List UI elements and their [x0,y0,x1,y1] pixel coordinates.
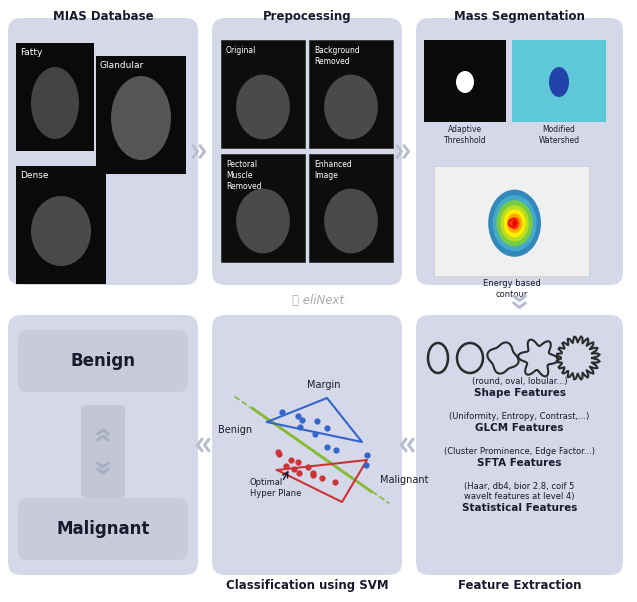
Text: Original: Original [226,46,256,55]
Text: Fatty: Fatty [20,48,43,57]
Ellipse shape [236,188,290,253]
Text: Malignant: Malignant [56,520,150,538]
Text: Benign: Benign [71,352,136,370]
Text: GLCM Features: GLCM Features [475,423,564,433]
Ellipse shape [236,75,290,139]
Text: MIAS Database: MIAS Database [53,10,154,23]
Text: (Uniformity, Entropy, Contrast,...): (Uniformity, Entropy, Contrast,...) [449,412,590,421]
Text: Modified
Watershed: Modified Watershed [538,125,580,145]
Ellipse shape [488,190,541,257]
Bar [309,154,393,262]
Ellipse shape [31,196,91,266]
Text: (round, oval, lobular...): (round, oval, lobular...) [471,377,568,386]
Bar [96,56,186,174]
Text: Adaptive
Threshhold: Adaptive Threshhold [443,125,487,145]
Bar [512,40,606,122]
Ellipse shape [111,76,171,160]
Ellipse shape [492,195,536,251]
Bar [424,40,506,122]
Text: Statistical Features: Statistical Features [462,503,577,513]
Ellipse shape [549,67,569,97]
Bar [434,166,589,276]
Text: Malignant: Malignant [380,475,429,485]
Text: Shape Features: Shape Features [473,388,566,398]
Text: Benign: Benign [218,425,252,435]
Bar [309,40,393,148]
Bar [16,43,94,151]
FancyBboxPatch shape [416,315,623,575]
Ellipse shape [324,75,378,139]
Text: Pectoral
Muscle
Removed: Pectoral Muscle Removed [226,160,262,191]
Ellipse shape [500,205,529,241]
Text: SFTA Features: SFTA Features [477,458,562,468]
Text: Feature Extraction: Feature Extraction [458,579,581,592]
FancyBboxPatch shape [18,498,188,560]
FancyBboxPatch shape [8,18,198,285]
FancyBboxPatch shape [18,330,188,392]
Bar [512,40,606,122]
Ellipse shape [456,71,474,93]
Text: Classification using SVM: Classification using SVM [225,579,389,592]
Ellipse shape [496,200,533,246]
Text: ⫝ eliNext: ⫝ eliNext [292,294,344,306]
Text: Optimal
Hyper Plane: Optimal Hyper Plane [250,478,301,498]
Ellipse shape [510,217,520,229]
Text: Prepocessing: Prepocessing [262,10,352,23]
Ellipse shape [504,209,526,237]
Text: Enhanced
Image: Enhanced Image [314,160,352,180]
Text: Margin: Margin [307,380,341,390]
Bar [221,154,305,262]
Ellipse shape [324,188,378,253]
FancyBboxPatch shape [212,315,402,575]
Text: Energy based
contour: Energy based contour [483,279,540,299]
Ellipse shape [512,220,517,226]
Text: Mass Segmentation: Mass Segmentation [454,10,585,23]
FancyBboxPatch shape [212,18,402,285]
Ellipse shape [507,213,522,233]
Text: Dense: Dense [20,171,48,180]
FancyBboxPatch shape [416,18,623,285]
Text: Glandular: Glandular [100,61,144,70]
FancyBboxPatch shape [81,405,125,498]
Text: (Cluster Prominence, Edge Factor...): (Cluster Prominence, Edge Factor...) [444,447,595,456]
Text: wavelt features at level 4): wavelt features at level 4) [464,492,575,501]
Ellipse shape [31,67,79,139]
FancyBboxPatch shape [8,315,198,575]
Text: Background
Removed: Background Removed [314,46,360,66]
Bar [16,166,106,284]
Text: (Haar, db4, bior 2.8, coif 5: (Haar, db4, bior 2.8, coif 5 [464,482,575,491]
Bar [221,40,305,148]
